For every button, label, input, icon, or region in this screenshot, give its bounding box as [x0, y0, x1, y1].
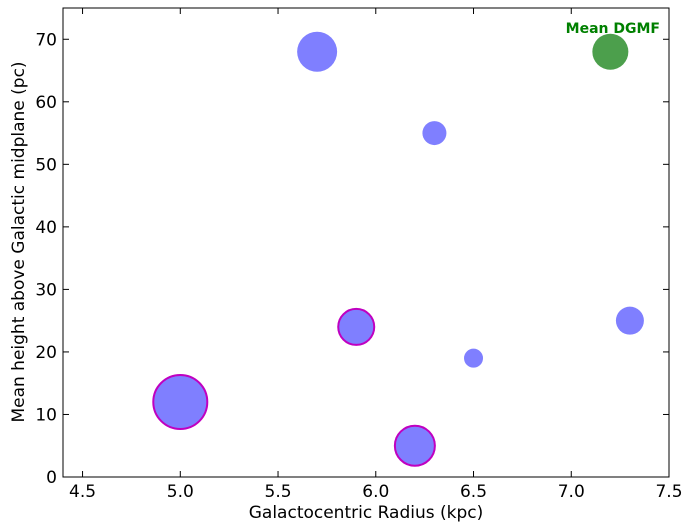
y-tick-label-4: 40 — [35, 218, 57, 238]
x-tick-label-4: 6.5 — [460, 482, 487, 502]
x-tick-label-2: 5.5 — [265, 482, 292, 502]
y-tick-label-0: 0 — [46, 468, 57, 488]
points-layer — [152, 31, 644, 467]
data-point-2 — [337, 307, 376, 346]
y-tick-label-5: 50 — [35, 155, 57, 175]
x-tick-label-0: 4.5 — [69, 482, 96, 502]
y-axis-label: Mean height above Galactic midplane (pc) — [9, 61, 29, 422]
data-point-6 — [393, 424, 436, 467]
data-point-7 — [592, 33, 629, 70]
plot-frame — [62, 7, 670, 478]
data-point-3 — [464, 348, 484, 368]
y-tick-label-7: 70 — [35, 30, 57, 50]
annotation-mean-dgmf: Mean DGMF — [566, 21, 660, 37]
y-tick-label-2: 20 — [35, 343, 57, 363]
y-tick-label-1: 10 — [35, 405, 57, 425]
data-point-4 — [615, 306, 644, 335]
x-axis-label: Galactocentric Radius (kpc) — [249, 503, 484, 523]
x-tick-label-6: 7.5 — [655, 482, 682, 502]
y-tick-label-3: 30 — [35, 280, 57, 300]
x-tick-label-5: 7.0 — [558, 482, 585, 502]
y-tick-label-6: 60 — [35, 93, 57, 113]
data-point-1 — [422, 121, 447, 146]
data-point-5 — [152, 373, 209, 430]
ticks-layer: 4.5 5.0 5.5 6.0 6.5 7.0 7.5 0 10 20 30 40 50 60 70 — [35, 8, 683, 502]
x-tick-label-1: 5.0 — [167, 482, 194, 502]
data-point-0 — [297, 31, 338, 72]
x-tick-label-3: 6.0 — [362, 482, 389, 502]
